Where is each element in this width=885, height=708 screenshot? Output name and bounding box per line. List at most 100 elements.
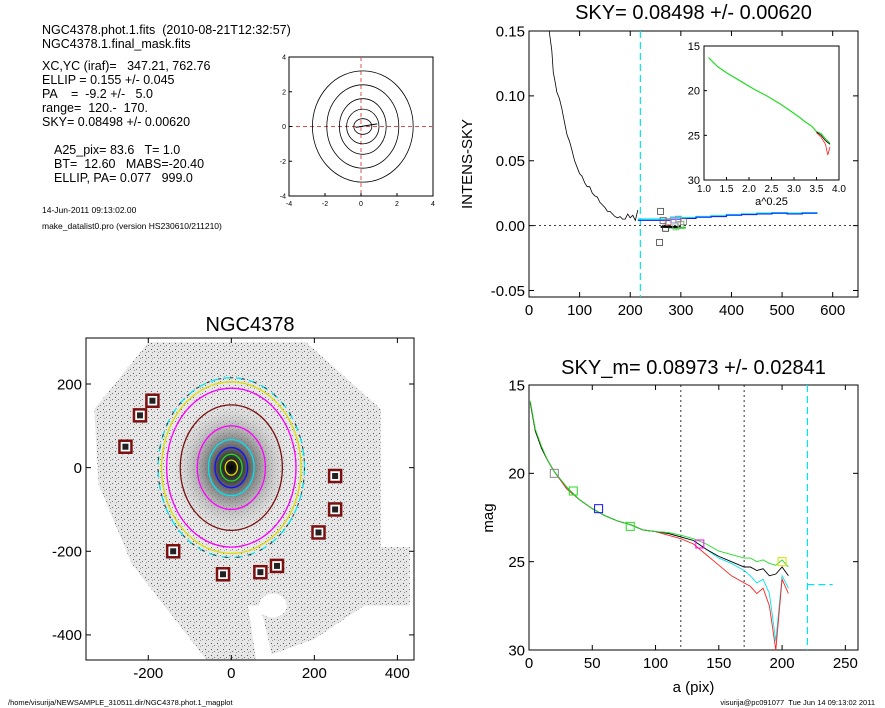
inset-ytick-label: 15 [688,41,700,53]
contour-line [311,70,414,183]
image-title: NGC4378 [206,314,295,336]
mask-box-inner [136,412,143,419]
sky-y-tick-label: 0.10 [496,88,525,105]
mag-box-point [594,504,604,514]
range-label: range= 120.- 170. [42,101,148,115]
mag-box-point [568,486,578,496]
sky-ylabel: INTENS-SKY [459,119,476,209]
image-ellipse [224,459,239,476]
mag-frame [528,384,859,651]
contour-line [338,98,387,155]
contour-line [326,84,400,169]
sky-y-tick-label: 0.00 [496,218,525,235]
contour-xtick-label: -4 [286,201,292,208]
image-ellipse [179,404,284,532]
sky-box-point [679,218,687,226]
mag-title: SKY_m= 0.08973 +/- 0.02841 [561,357,826,379]
mag-red-line [529,402,789,651]
sky-x-tick-label: 600 [820,302,845,319]
inset-xlabel: a^0.25 [755,196,788,208]
mag-xlabel: a (pix) [673,679,715,696]
ellip-label: ELLIP = 0.155 +/- 0.045 [42,73,175,87]
image-frame [85,337,415,661]
image-y-tick-label: -200 [52,544,82,561]
footer-path: /home/visurija/NEWSAMPLE_310511.dir/NGC4… [8,698,233,707]
pa-label: PA = -9.2 +/- 5.0 [42,87,153,101]
mag-box-point [625,521,635,531]
inset-ytick-label: 30 [688,175,700,187]
footer-user: visurija@pc091077 Tue Jun 14 09:13:02 20… [720,698,875,707]
sky-box-point [662,224,670,232]
contour-xtick-label: 2 [395,201,399,208]
mask-box-inner [332,473,339,479]
xcyc-label: XC,YC (iraf)= 347.21, 762.76 [42,59,211,73]
sky-y-tick-label: -0.05 [491,283,525,300]
mag-y-tick-label: 25 [508,554,525,571]
sky-box-point [656,239,663,246]
inset-xtick-label: 1.0 [697,184,711,195]
inset-frame [703,45,840,181]
sky-box-point [677,220,685,228]
sky-x-tick-label: 500 [770,302,795,319]
mag-green-line [529,400,789,568]
contour-line [353,118,373,135]
inset-red-line [816,132,831,156]
ellip-pa-label: ELLIP, PA= 0.077 999.0 [54,171,193,185]
contour-center-mark [355,123,378,128]
inset-ytick-label: 25 [688,130,700,142]
image-x-tick-label: 400 [385,665,410,682]
contour-line [346,108,380,145]
inset-black-line [816,131,831,145]
sky-x-tick-label: 200 [618,302,643,319]
sky-step-blue [637,212,818,221]
sky-box-point [672,223,680,231]
mag-x-tick-label: 100 [643,655,668,672]
image-ellipse [160,381,302,555]
image-ellipse [214,446,249,489]
sky-y-tick-label: 0.15 [496,23,525,40]
contour-xtick-label: -2 [322,201,328,208]
sky-x-tick-label: 300 [668,302,693,319]
image-ellipse [207,438,255,497]
sky-x-tick-label: 400 [719,302,744,319]
sky-frame [528,30,859,298]
mag-cyan-line [529,402,789,642]
sky-box-point [674,215,682,223]
mag-y-tick-label: 15 [508,377,525,394]
image-x-tick-label: -200 [133,665,163,682]
contour-ytick-label: 2 [282,89,286,96]
inset-xtick-label: 1.5 [720,184,734,195]
sky-box-point [657,207,664,215]
mask-box-inner [170,548,177,555]
galaxy-core [169,398,294,537]
file-title: NGC4378.phot.1.fits (2010-08-21T12:32:57… [42,23,291,37]
contour-xtick-label: 0 [359,201,363,208]
inset-xtick-label: 3.5 [810,184,824,195]
mag-ylabel: mag [480,503,497,532]
mask-box-inner [332,506,339,513]
mask-box-inner [149,397,156,404]
contour-ytick-label: 4 [282,55,286,62]
program-label: make_datalist0.pro (version HS230610/211… [42,221,222,231]
image-ellipse [219,453,243,482]
sky-label: SKY= 0.08498 +/- 0.00620 [42,115,191,129]
image-y-tick-label: -400 [52,627,82,644]
image-x-tick-label: 0 [227,665,235,682]
image-artifact [258,593,287,618]
inset-xtick-label: 3.0 [787,184,801,195]
sky-box-point [669,216,677,224]
image-ellipse-dark [157,377,306,559]
image-artifact [247,605,273,660]
mag-x-tick-label: 50 [584,655,601,672]
sky-title: SKY= 0.08498 +/- 0.00620 [575,2,812,24]
mask-title: NGC4378.1.final_mask.fits [42,37,191,51]
image-y-tick-label: 0 [74,460,82,477]
mask-box-inner [220,571,227,578]
sky-x-tick-label: 100 [567,302,592,319]
contour-ytick-label: -2 [280,159,286,166]
mask-box-inner [315,529,322,536]
mag-box-point [777,557,787,567]
mag-x-tick-label: 150 [706,655,731,672]
mag-box-point [695,539,705,549]
